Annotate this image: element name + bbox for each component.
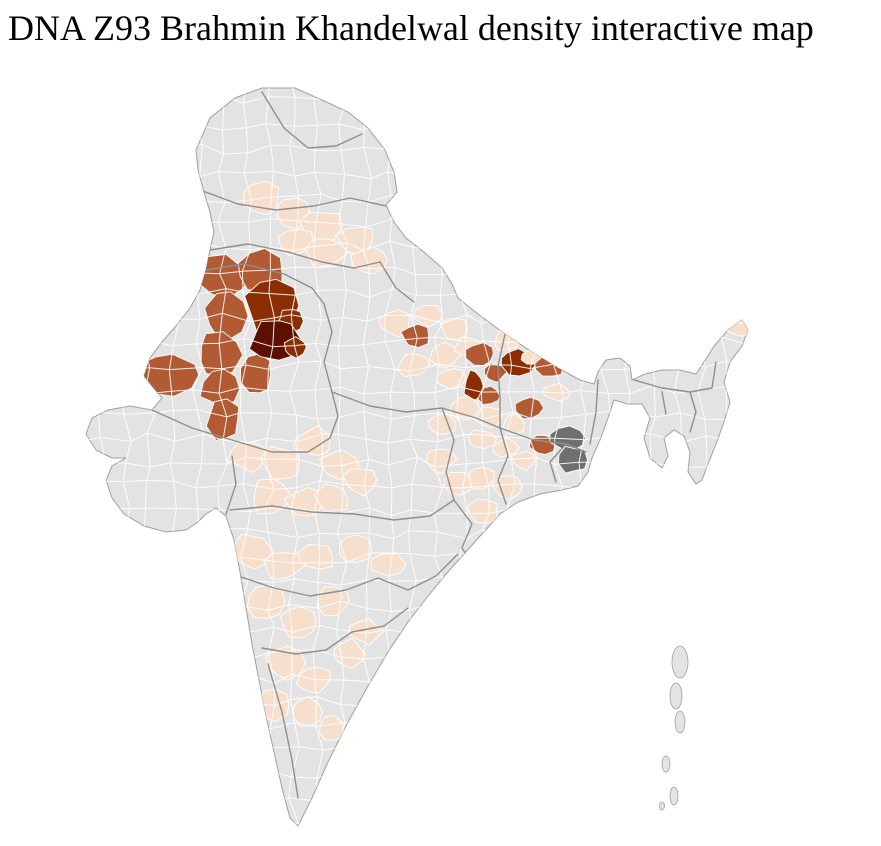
state-border-line	[199, 189, 387, 211]
island	[671, 645, 689, 679]
state-border-line	[497, 427, 509, 505]
district-cell-low[interactable]	[370, 552, 407, 577]
district-cell-medium[interactable]	[400, 323, 430, 349]
island	[659, 801, 665, 811]
andaman-nicobar-islands	[659, 645, 689, 811]
state-border-line	[261, 91, 363, 149]
state-border-line	[497, 333, 506, 429]
state-border-line	[661, 391, 667, 415]
district-cell-low[interactable]	[502, 414, 525, 436]
state-border-line	[689, 391, 697, 433]
district-cell-medium[interactable]	[514, 396, 545, 420]
state-border-line	[329, 391, 339, 439]
state-border-line	[379, 261, 415, 303]
district-cell-low[interactable]	[319, 714, 345, 741]
state-border-line	[549, 443, 567, 483]
island	[669, 786, 679, 806]
district-cell-high[interactable]	[283, 336, 307, 359]
district-cell-low[interactable]	[466, 498, 499, 524]
state-border-line	[633, 379, 713, 393]
island	[674, 710, 686, 734]
state-border-line	[377, 553, 459, 591]
district-cell-medium[interactable]	[477, 385, 501, 406]
state-border-line	[209, 243, 381, 269]
district-cell-medium[interactable]	[205, 398, 240, 441]
island	[669, 682, 683, 710]
district-cell-low[interactable]	[263, 552, 306, 580]
state-border-line	[323, 303, 333, 393]
district-cell-low[interactable]	[342, 468, 378, 497]
state-border-line	[205, 263, 325, 305]
state-border-line	[331, 391, 501, 429]
state-border-line	[237, 575, 379, 597]
state-border-line	[261, 631, 353, 655]
district-cell-low[interactable]	[339, 534, 373, 563]
district-cell-low[interactable]	[448, 394, 480, 421]
state-border-line	[267, 663, 299, 799]
district-cell-low[interactable]	[280, 606, 317, 639]
island	[661, 755, 671, 773]
district-cell-low[interactable]	[259, 445, 300, 480]
district-cell-high[interactable]	[463, 369, 485, 401]
district-cell-low[interactable]	[543, 382, 571, 402]
state-border-line	[225, 455, 237, 515]
district-cell-low[interactable]	[295, 666, 332, 694]
state-borders	[151, 91, 717, 799]
page-title: DNA Z93 Brahmin Khandelwal density inter…	[8, 8, 814, 48]
state-border-line	[229, 499, 455, 521]
district-cell-low[interactable]	[265, 645, 306, 681]
state-border-line	[151, 409, 331, 453]
state-border-line	[711, 361, 717, 389]
state-border-line	[499, 427, 587, 453]
state-border-line	[351, 607, 409, 633]
district-cell-low[interactable]	[292, 696, 323, 727]
state-border-line	[441, 407, 455, 501]
state-border-line	[589, 379, 599, 445]
